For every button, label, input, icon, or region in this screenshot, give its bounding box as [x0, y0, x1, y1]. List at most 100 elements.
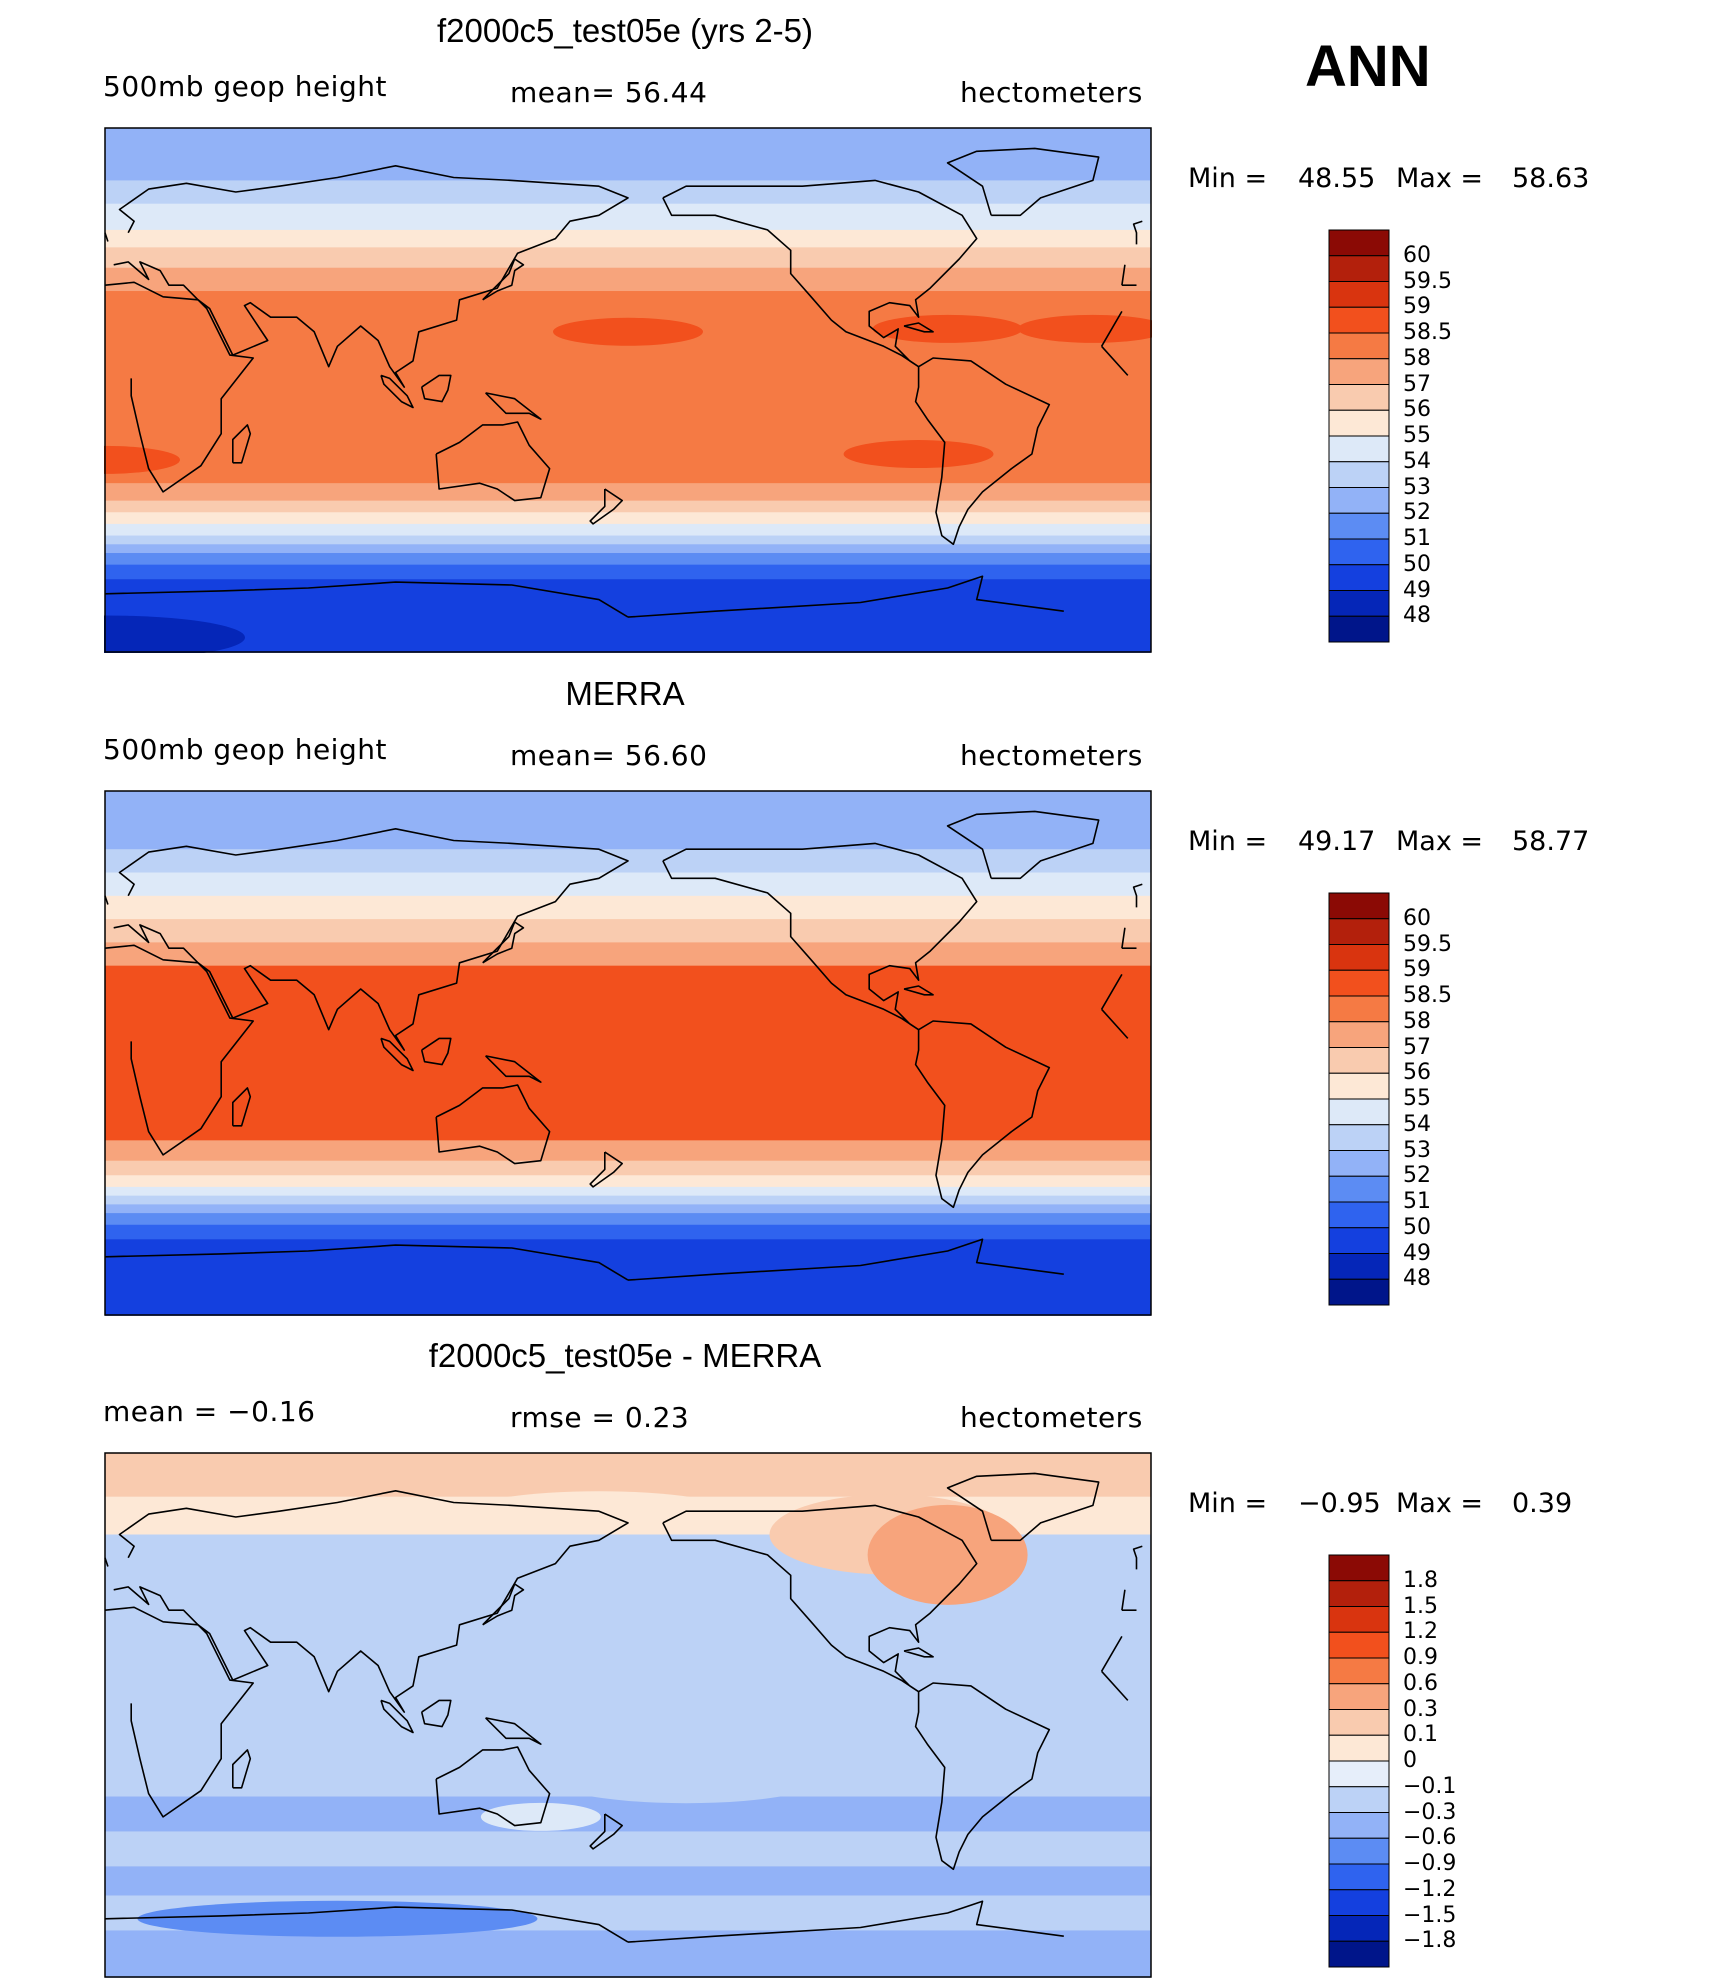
max-value: 58.63 — [1512, 163, 1590, 194]
colorbar-swatch — [1328, 1760, 1390, 1788]
panel-left-label: mean = −0.16 — [103, 1395, 316, 1428]
contour-band — [105, 965, 1151, 1142]
contour-high-cell — [104, 445, 180, 474]
colorbar-level-label: 55 — [1403, 1086, 1431, 1111]
colorbar-swatch — [1328, 1606, 1390, 1633]
colorbar-level-label: 49 — [1403, 577, 1431, 603]
colorbar-level-label: 58 — [1403, 345, 1431, 371]
colorbar-level-label: 59.5 — [1403, 268, 1452, 294]
colorbar-swatch — [1328, 1734, 1390, 1762]
colorbar-level-label: 60 — [1403, 242, 1431, 268]
coastline-madagascar — [232, 424, 252, 464]
coastline-cuba — [903, 322, 934, 333]
coastline-namerica — [662, 842, 978, 1031]
contour-band — [105, 553, 1151, 566]
coastline-japan — [482, 921, 525, 964]
colorbar-swatch — [1328, 1837, 1390, 1865]
coastline-greenland — [946, 810, 1100, 880]
colorbar-level-label: 48 — [1403, 603, 1431, 629]
panel-units-label: hectometers — [960, 1401, 1143, 1434]
contour-anomaly-cell — [536, 1743, 837, 1804]
colorbar-swatch — [1328, 538, 1390, 566]
coastline-antarctica — [104, 1244, 629, 1281]
colorbar-level-label: 59 — [1403, 957, 1431, 983]
min-label: Min = — [1188, 1488, 1268, 1519]
colorbar-level-label: 0.3 — [1403, 1696, 1438, 1722]
contour-band — [105, 1140, 1151, 1162]
max-label: Max = — [1396, 1488, 1484, 1519]
contour-band — [105, 523, 1151, 537]
colorbar-swatch — [1328, 1812, 1390, 1839]
colorbar — [1328, 229, 1390, 643]
panel-center-label: mean= 56.44 — [510, 76, 708, 109]
panel-units-label: hectometers — [960, 76, 1143, 109]
colorbar-level-label: 54 — [1403, 1111, 1431, 1137]
coastline-eurasia — [113, 164, 629, 388]
coastline-africa — [1101, 1008, 1129, 1039]
contour-band — [105, 512, 1151, 525]
contour-map — [104, 790, 1152, 1316]
coastline-nz — [589, 488, 624, 525]
contour-band — [105, 1831, 1151, 1868]
coastline-africa — [1100, 973, 1123, 1010]
colorbar-swatch — [1328, 1683, 1390, 1710]
colorbar-swatch — [1328, 615, 1390, 643]
contour-band — [105, 1930, 1151, 1978]
colorbar-swatch — [1328, 1201, 1390, 1229]
colorbar-swatch — [1328, 1124, 1390, 1151]
colorbar-swatch — [1328, 1657, 1390, 1685]
coastline-nz — [589, 1151, 624, 1188]
contour-band — [105, 1239, 1151, 1316]
contour-band — [105, 544, 1151, 554]
colorbar-swatch — [1328, 461, 1390, 488]
coastline-newguinea — [485, 1055, 542, 1083]
contour-high-cell — [553, 317, 703, 346]
colorbar-swatch — [1328, 1098, 1390, 1126]
contour-band — [105, 1204, 1151, 1214]
colorbar-level-label: 56 — [1403, 1060, 1431, 1086]
contour-anomaly-cell — [137, 1900, 538, 1937]
colorbar-swatch — [1328, 995, 1390, 1023]
colorbar-level-label: 59.5 — [1403, 931, 1452, 957]
colorbar-level-label: 59 — [1403, 294, 1431, 320]
coastline-uk — [1132, 883, 1143, 908]
colorbar-swatch — [1328, 487, 1390, 514]
colorbar-swatch — [1328, 1150, 1390, 1177]
coastline-sumatra — [380, 374, 414, 409]
coastline-africa — [104, 281, 254, 493]
colorbar-swatch — [1328, 1940, 1390, 1968]
contour-band — [105, 483, 1151, 502]
contour-band — [105, 1224, 1151, 1241]
coastline-australia — [435, 1084, 551, 1165]
colorbar-swatch — [1328, 1580, 1390, 1607]
colorbar-swatch — [1328, 564, 1390, 591]
coastline-sumatra — [380, 1037, 414, 1072]
colorbar-level-label: 48 — [1403, 1266, 1431, 1292]
colorbar-level-label: 57 — [1403, 1034, 1431, 1060]
colorbar-swatch — [1328, 918, 1390, 945]
colorbar-swatch — [1328, 1278, 1390, 1306]
coastline-eurasia — [113, 1489, 629, 1713]
contour-band — [105, 1866, 1151, 1897]
contour-map — [104, 1452, 1152, 1978]
coastline-australia — [435, 421, 551, 502]
contour-band — [105, 180, 1151, 205]
min-value: 49.17 — [1298, 826, 1376, 857]
contour-anomaly-cell — [480, 1802, 601, 1831]
colorbar-swatch — [1328, 255, 1390, 282]
min-value: −0.95 — [1298, 1488, 1381, 1519]
coastline-madagascar — [232, 1749, 252, 1789]
coastline-borneo — [420, 1037, 452, 1066]
colorbar-level-label: 0.9 — [1403, 1645, 1438, 1670]
coastline-uk — [1132, 1545, 1143, 1570]
colorbar-swatch — [1328, 435, 1390, 463]
colorbar-swatch — [1328, 944, 1390, 971]
coastline-africa — [104, 1606, 254, 1818]
min-label: Min = — [1188, 163, 1268, 194]
panel-center-label: rmse = 0.23 — [510, 1401, 690, 1434]
max-label: Max = — [1396, 826, 1484, 857]
colorbar-swatch — [1328, 281, 1390, 308]
contour-band — [105, 1453, 1151, 1498]
contour-band — [105, 1160, 1151, 1177]
coastline-samerica — [914, 1682, 1051, 1871]
